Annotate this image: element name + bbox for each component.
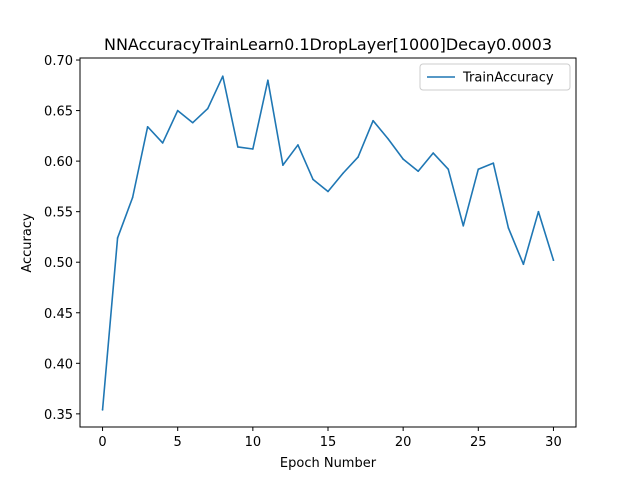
data-point — [237, 146, 239, 148]
data-point — [221, 75, 224, 77]
data-point — [252, 148, 254, 150]
x-tick-label: 25 — [470, 435, 487, 450]
data-point — [327, 190, 329, 193]
data-point — [477, 168, 480, 171]
data-point — [176, 109, 179, 112]
data-point — [372, 119, 374, 122]
data-point — [206, 107, 209, 110]
data-point — [387, 138, 389, 140]
x-tick-label: 5 — [174, 435, 182, 450]
data-point — [191, 121, 194, 124]
data-point — [522, 263, 525, 266]
data-point — [492, 162, 495, 164]
y-tick-label: 0.70 — [44, 54, 73, 69]
legend-box — [419, 63, 571, 91]
legend-label: TrainAccuracy — [462, 71, 554, 86]
series-layer — [101, 75, 555, 411]
legend: TrainAccuracy — [419, 63, 571, 91]
data-point — [552, 259, 555, 261]
data-point — [417, 170, 419, 173]
chart-title: NNAccuracyTrainLearn0.1DropLayer[1000]De… — [104, 35, 552, 54]
y-axis: 0.35 0.40 0.45 0.50 0.55 0.60 0.65 0.70 — [44, 54, 80, 423]
data-point — [402, 158, 404, 160]
x-axis: 0 5 10 15 20 25 30 — [98, 427, 562, 450]
data-point — [131, 196, 134, 199]
data-point — [282, 164, 284, 166]
x-tick-label: 10 — [245, 435, 262, 450]
y-tick-label: 0.45 — [44, 307, 73, 322]
data-point — [447, 168, 450, 171]
data-point — [342, 172, 344, 175]
x-tick-label: 30 — [545, 435, 562, 450]
x-tick-label: 0 — [98, 435, 106, 450]
data-point — [101, 409, 104, 411]
x-tick-label: 15 — [320, 435, 337, 450]
plot-frame — [79, 57, 577, 428]
series-line-0 — [101, 75, 555, 411]
data-point — [161, 142, 164, 144]
x-axis-label: Epoch Number — [280, 456, 377, 471]
data-point — [432, 152, 435, 154]
y-tick-label: 0.55 — [44, 206, 73, 221]
data-point — [462, 225, 465, 227]
data-point — [507, 227, 510, 229]
y-tick-label: 0.35 — [44, 408, 73, 423]
plot-area — [79, 57, 577, 428]
data-point — [146, 125, 149, 128]
y-tick-label: 0.65 — [44, 105, 73, 120]
y-tick-label: 0.60 — [44, 155, 73, 170]
data-point — [116, 237, 119, 239]
y-tick-label: 0.40 — [44, 357, 73, 372]
data-point — [297, 144, 299, 146]
data-point — [267, 79, 269, 82]
x-tick-label: 20 — [395, 435, 412, 450]
y-axis-label: Accuracy — [20, 213, 35, 273]
data-point — [357, 156, 359, 158]
data-point — [312, 178, 314, 181]
y-tick-label: 0.50 — [44, 256, 73, 271]
data-point — [537, 210, 540, 213]
